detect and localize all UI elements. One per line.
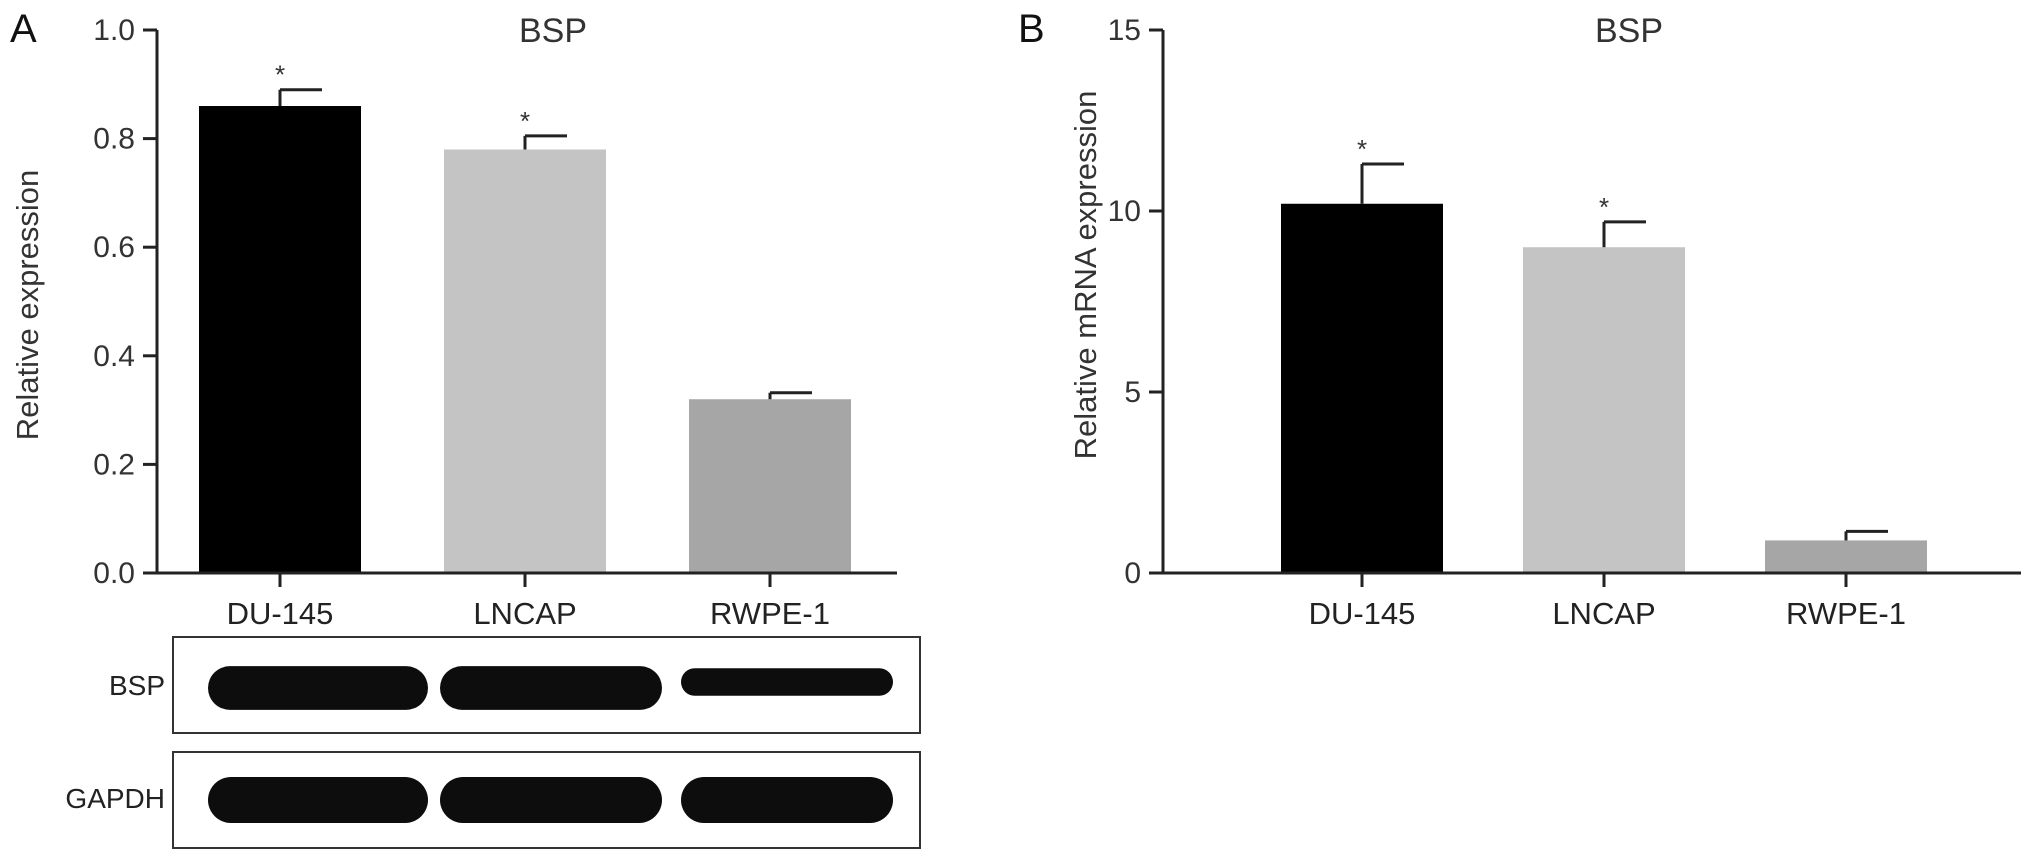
error-bar bbox=[278, 88, 322, 107]
bar bbox=[199, 106, 361, 574]
y-tick-label: 15 bbox=[1108, 14, 1141, 47]
y-tick-label: 0.6 bbox=[93, 231, 135, 264]
blot-band bbox=[208, 777, 428, 823]
bar bbox=[1523, 247, 1685, 573]
significance-marker: * bbox=[1357, 134, 1367, 164]
panel-a-letter: A bbox=[10, 7, 37, 51]
x-tick-label: DU-145 bbox=[1309, 596, 1416, 631]
panel-b-letter: B bbox=[1018, 7, 1045, 51]
panel-a-y-axis-label: Relative expression bbox=[10, 170, 45, 441]
x-tick-label: LNCAP bbox=[473, 596, 576, 631]
error-bar bbox=[523, 134, 567, 150]
blot-band bbox=[208, 666, 428, 710]
panel-b-chart: B BSP Relative mRNA expression * DU-145 * L… bbox=[1018, 7, 2021, 631]
significance-marker: * bbox=[275, 60, 285, 90]
error-bar bbox=[1360, 162, 1404, 204]
blot-row-label: BSP bbox=[109, 670, 165, 701]
blot-band bbox=[681, 668, 893, 696]
panel-a-title: BSP bbox=[519, 12, 587, 50]
western-blot: BSP GAPDH bbox=[65, 636, 921, 849]
error-bar bbox=[768, 391, 812, 400]
bar bbox=[1281, 203, 1443, 573]
blot-row-bsp: BSP bbox=[109, 636, 921, 734]
blot-band bbox=[681, 777, 893, 823]
significance-marker: * bbox=[1599, 192, 1609, 222]
panel-a-chart: A BSP Relative expression * DU-145 * LNCAP R… bbox=[10, 7, 897, 631]
y-tick-label: 0.2 bbox=[93, 448, 135, 481]
error-bar bbox=[1844, 529, 1888, 541]
panel-b-plot-area: * DU-145 * LNCAP RWPE-1 0 5 10 15 bbox=[1108, 14, 2021, 631]
blot-band bbox=[440, 666, 662, 710]
blot-bands bbox=[208, 777, 893, 823]
x-tick-label: RWPE-1 bbox=[710, 596, 830, 631]
y-tick-label: 0.4 bbox=[93, 340, 135, 373]
x-tick-label: DU-145 bbox=[227, 596, 334, 631]
blot-bands bbox=[208, 666, 893, 710]
blot-band bbox=[440, 777, 662, 823]
panel-a-plot-area: * DU-145 * LNCAP RWPE-1 0.0 0.2 0.4 0.6 0.8 1.0 bbox=[93, 14, 897, 631]
y-tick-label: 0.8 bbox=[93, 123, 135, 156]
blot-row-gapdh: GAPDH bbox=[65, 751, 921, 849]
y-tick-label: 1.0 bbox=[93, 14, 135, 47]
panel-b-title: BSP bbox=[1595, 12, 1663, 50]
significance-marker: * bbox=[520, 106, 530, 136]
y-tick-label: 0 bbox=[1124, 557, 1141, 590]
bar bbox=[1765, 540, 1927, 573]
y-tick-label: 0.0 bbox=[93, 557, 135, 590]
bar bbox=[444, 149, 606, 573]
y-tick-label: 10 bbox=[1108, 195, 1141, 228]
x-tick-label: RWPE-1 bbox=[1786, 596, 1906, 631]
bar bbox=[689, 399, 851, 573]
x-tick-label: LNCAP bbox=[1552, 596, 1655, 631]
y-tick-label: 5 bbox=[1124, 376, 1141, 409]
blot-row-label: GAPDH bbox=[65, 783, 165, 814]
error-bar bbox=[1602, 220, 1646, 248]
panel-b-y-axis-label: Relative mRNA expression bbox=[1068, 91, 1103, 460]
